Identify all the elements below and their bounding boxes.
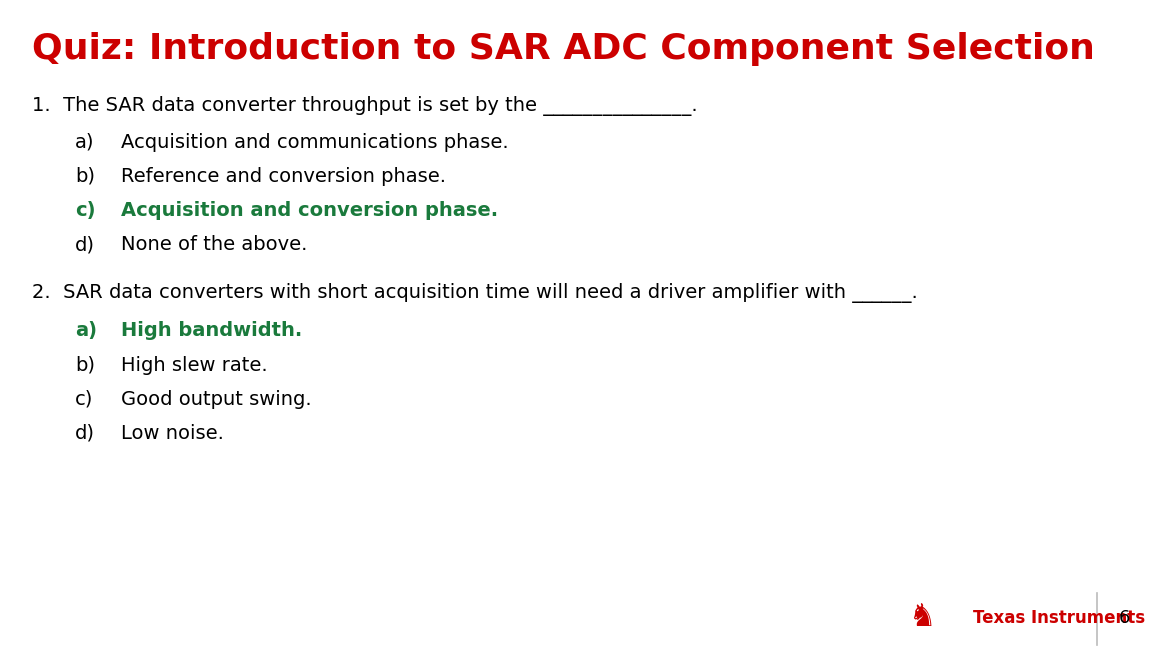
Text: ♞: ♞ <box>908 603 935 632</box>
Text: b): b) <box>75 356 94 375</box>
Text: a): a) <box>75 321 97 340</box>
Text: Low noise.: Low noise. <box>121 424 223 443</box>
Text: Good output swing.: Good output swing. <box>121 390 311 409</box>
Text: High bandwidth.: High bandwidth. <box>121 321 302 340</box>
Text: c): c) <box>75 390 93 409</box>
Text: None of the above.: None of the above. <box>121 235 308 254</box>
Text: Quiz: Introduction to SAR ADC Component Selection: Quiz: Introduction to SAR ADC Component … <box>32 32 1096 67</box>
Text: b): b) <box>75 167 94 186</box>
Text: c): c) <box>75 201 96 220</box>
Text: Acquisition and communications phase.: Acquisition and communications phase. <box>121 133 508 152</box>
Text: d): d) <box>75 235 94 254</box>
Text: High slew rate.: High slew rate. <box>121 356 267 375</box>
Text: Acquisition and conversion phase.: Acquisition and conversion phase. <box>121 201 498 220</box>
Text: Texas Instruments: Texas Instruments <box>973 608 1145 627</box>
Text: 1.  The SAR data converter throughput is set by the _______________.: 1. The SAR data converter throughput is … <box>32 95 698 115</box>
Text: a): a) <box>75 133 94 152</box>
Text: Reference and conversion phase.: Reference and conversion phase. <box>121 167 446 186</box>
Text: 2.  SAR data converters with short acquisition time will need a driver amplifier: 2. SAR data converters with short acquis… <box>32 283 918 303</box>
Text: d): d) <box>75 424 94 443</box>
Text: 6: 6 <box>1119 608 1130 627</box>
